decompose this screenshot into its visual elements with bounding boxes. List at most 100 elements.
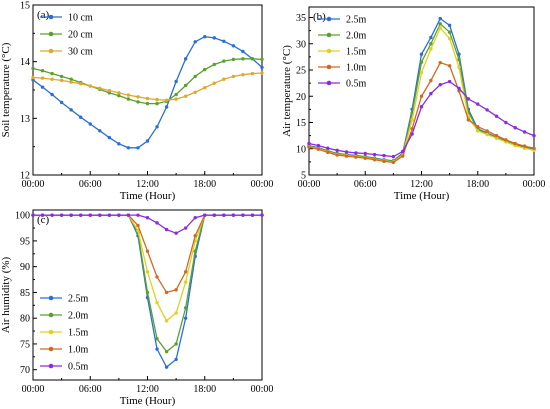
- data-point: [107, 213, 112, 217]
- legend-marker: [48, 346, 54, 352]
- data-point: [174, 97, 178, 101]
- data-point: [438, 60, 442, 65]
- series-line: [308, 80, 535, 158]
- data-point: [40, 213, 45, 217]
- data-point: [222, 213, 226, 217]
- data-point: [107, 88, 112, 93]
- data-point: [145, 216, 150, 220]
- x-tick-label: 06:00: [354, 179, 377, 190]
- legend-marker: [326, 32, 332, 38]
- data-point: [193, 234, 197, 238]
- data-point: [457, 57, 461, 62]
- data-point: [231, 57, 236, 62]
- data-point: [59, 100, 64, 105]
- y-tick-label: 80: [20, 314, 30, 325]
- data-point: [59, 74, 64, 79]
- data-point: [212, 36, 216, 40]
- legend-marker: [48, 31, 54, 37]
- data-point: [419, 94, 424, 98]
- data-point: [31, 75, 35, 80]
- data-point: [532, 146, 536, 150]
- data-point: [260, 65, 264, 70]
- x-axis-label: Time (Hour): [120, 190, 176, 202]
- legend-entry: 0.5m: [346, 79, 367, 90]
- data-point: [438, 83, 442, 87]
- data-point: [117, 142, 121, 146]
- data-point: [307, 145, 311, 149]
- x-tick-label: 06:00: [79, 179, 102, 190]
- data-point: [117, 93, 121, 98]
- data-point: [174, 92, 178, 97]
- data-point: [203, 67, 207, 72]
- data-point: [88, 84, 92, 88]
- data-point: [494, 133, 499, 138]
- series-line: [33, 214, 262, 322]
- x-tick-label: 18:00: [193, 179, 216, 190]
- data-point: [241, 73, 245, 77]
- data-point: [429, 42, 433, 46]
- data-point: [447, 23, 452, 28]
- data-point: [466, 97, 471, 101]
- data-point: [354, 155, 358, 159]
- data-point: [504, 138, 508, 142]
- data-point: [438, 16, 442, 21]
- data-point: [419, 105, 424, 109]
- legend-entry: 2.0m: [68, 311, 89, 322]
- x-tick-label: 00:00: [298, 179, 321, 190]
- y-tick-label: 20: [296, 92, 306, 103]
- data-point: [79, 213, 83, 217]
- data-point: [447, 30, 452, 34]
- y-tick-label: 85: [20, 288, 30, 299]
- data-point: [250, 57, 255, 61]
- y-tick-label: 15: [20, 1, 30, 12]
- panel-label: (b): [313, 11, 326, 23]
- data-point: [164, 349, 169, 354]
- series-3: [31, 71, 264, 102]
- panel-label: (c): [37, 214, 50, 226]
- data-point: [231, 44, 236, 48]
- data-point: [401, 149, 405, 154]
- data-point: [136, 146, 140, 150]
- data-point: [40, 69, 45, 73]
- data-point: [410, 118, 414, 122]
- data-point: [155, 125, 159, 129]
- legend-marker: [48, 329, 54, 335]
- legend-marker: [326, 16, 332, 22]
- data-point: [145, 270, 150, 274]
- y-axis-label: Air temperature (°C): [281, 45, 293, 137]
- x-axis-label: Time (Hour): [394, 190, 450, 202]
- data-point: [494, 114, 499, 118]
- y-tick-label: 70: [20, 365, 30, 376]
- data-point: [136, 100, 140, 104]
- x-axis-label: Time (Hour): [120, 395, 176, 407]
- legend-entry: 2.0m: [346, 31, 367, 42]
- data-point: [494, 136, 499, 140]
- legend-marker: [48, 48, 54, 54]
- legend-marker: [48, 14, 54, 20]
- data-point: [372, 152, 377, 157]
- data-point: [126, 93, 131, 97]
- data-point: [117, 91, 121, 95]
- data-point: [513, 126, 517, 130]
- data-point: [363, 156, 367, 160]
- series-5: [307, 79, 536, 159]
- data-point: [126, 146, 131, 150]
- y-tick-label: 14: [20, 57, 30, 68]
- series-line: [33, 214, 262, 294]
- data-point: [231, 74, 236, 79]
- data-point: [126, 97, 131, 101]
- data-point: [50, 213, 54, 217]
- data-point: [174, 311, 178, 315]
- data-point: [485, 132, 489, 137]
- data-point: [438, 22, 442, 26]
- data-point: [31, 213, 35, 217]
- data-point: [419, 70, 424, 75]
- legend-marker: [48, 312, 54, 318]
- data-point: [164, 290, 169, 295]
- legend-marker: [48, 363, 54, 369]
- data-point: [504, 120, 508, 125]
- x-tick-label: 06:00: [79, 384, 102, 395]
- data-point: [335, 148, 339, 153]
- data-point: [250, 71, 255, 76]
